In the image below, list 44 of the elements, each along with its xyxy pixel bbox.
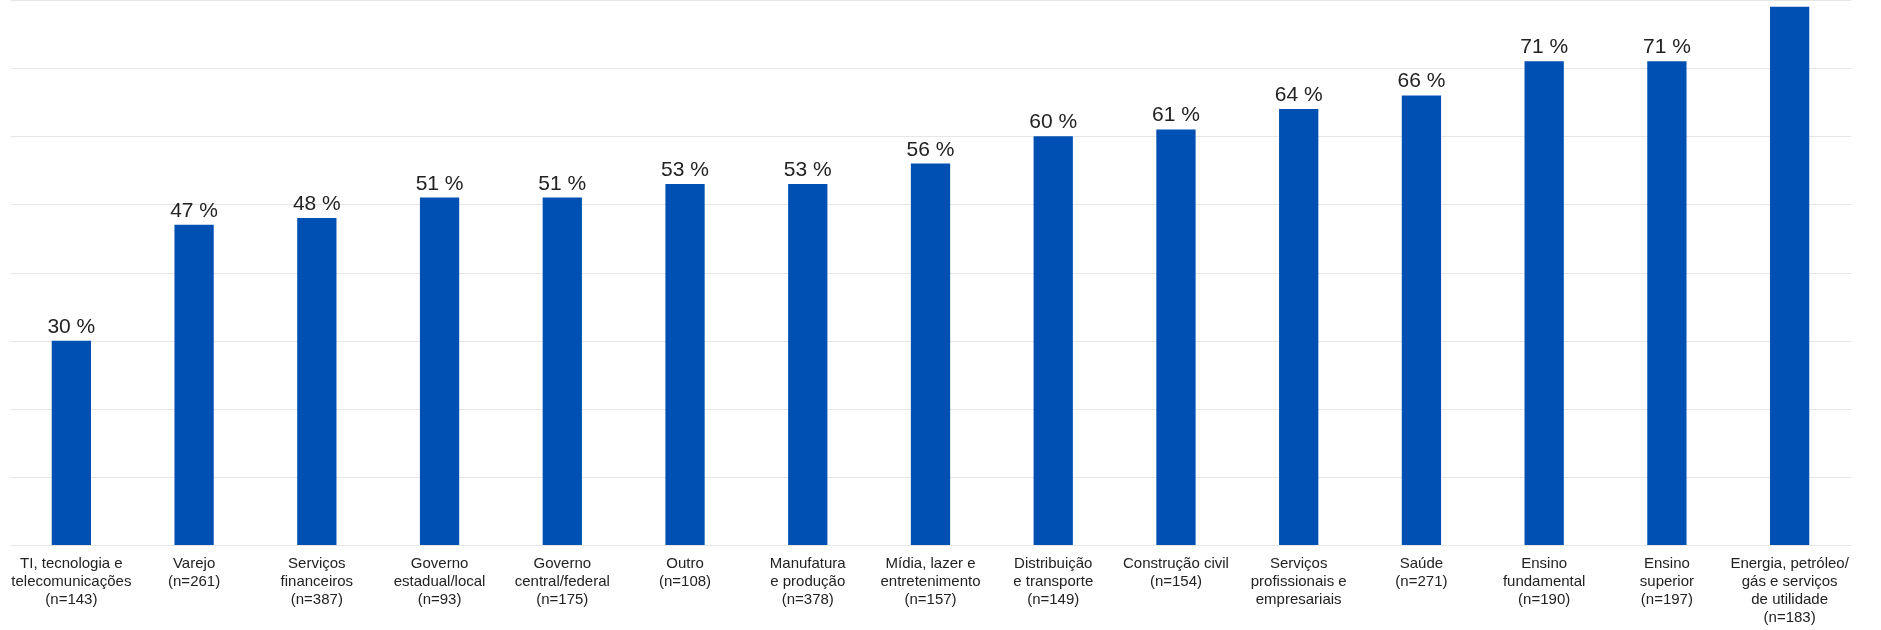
bar [1279,109,1319,545]
data-label: 47 % [170,197,219,221]
bar [1156,129,1196,545]
x-tick-label: Ensino fundamental (n=190) [1502,553,1586,607]
x-tick-label: Distribuição e transporte (n=149) [1013,553,1094,607]
data-label: 60 % [1029,109,1078,133]
x-tick-label: Varejo (n=261) [168,553,221,589]
bar [1647,61,1687,545]
bar [297,218,337,545]
data-label: 64 % [1274,82,1323,105]
data-label: 30 % [47,313,96,337]
x-tick-label: Governo central/federal (n=175) [514,553,610,607]
x-tick-label: Serviços financeiros (n=387) [280,553,354,607]
x-tick-label: Mídia, lazer e entretenimento (n=157) [880,553,981,607]
x-tick-label: Governo estadual/local (n=93) [393,553,486,607]
bar [542,197,582,545]
bar [1401,95,1442,545]
data-label: 53 % [661,156,709,180]
x-tick-label: Outro (n=108) [658,553,712,589]
data-label: 51 % [415,170,464,194]
x-tick-label: Construção civil (n=154) [1123,553,1229,589]
bar [51,340,91,545]
data-label: 71 % [1642,34,1691,58]
data-label: 71 % [1520,34,1569,58]
data-label: 56 % [906,136,955,160]
bar [910,163,951,545]
bar [1770,6,1810,545]
data-label: 61 % [1152,102,1200,126]
bar [1524,61,1564,545]
data-label: 53 % [783,156,832,180]
x-tick-label: Energia, petróleo/ gás e serviços de utilidade (n=183) [1730,553,1850,625]
bar [419,197,460,545]
x-tick-label: Saúde (n=271) [1395,553,1448,589]
bar [174,224,214,545]
x-tick-label: Manufatura e produção (n=378) [769,553,847,607]
data-label: 51 % [538,170,587,194]
data-label: 66 % [1397,68,1446,92]
x-tick-label: TI, tecnologia e telecomunicações (n=143) [11,553,132,607]
x-tick-label: Serviços profissionais e empresariais [1250,553,1347,607]
bar [788,183,828,545]
data-label: 48 % [292,191,341,214]
x-tick-label: Ensino superior (n=197) [1639,553,1694,607]
bar [1033,136,1073,545]
bar [665,183,705,545]
